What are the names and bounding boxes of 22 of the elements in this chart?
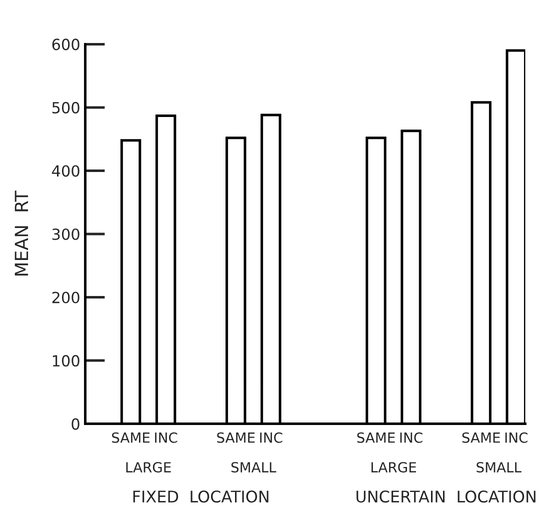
y-tick-label: 0 <box>72 418 80 430</box>
y-tick-label: 300 <box>52 228 80 240</box>
y-tick-label: 100 <box>52 355 80 367</box>
x-tick-label: SAME <box>462 432 500 443</box>
y-tick-label: 600 <box>52 38 80 50</box>
text: FIXED LOCATION <box>133 490 268 503</box>
x-tick-label: INC <box>505 432 528 443</box>
x-tick-label: INC <box>155 432 178 443</box>
text: SMALL <box>476 462 522 473</box>
y-tick-label: 200 <box>52 292 80 304</box>
text: LARGE <box>126 462 171 473</box>
text: SMALL <box>231 462 276 473</box>
x-tick-label: SAME <box>357 432 395 443</box>
text: UNCERTAIN LOCATION <box>356 490 536 503</box>
x-tick-label: INC <box>400 432 422 443</box>
text: LARGE <box>372 462 416 473</box>
y-tick-label: 400 <box>52 165 80 177</box>
x-tick-label: SAME <box>217 432 255 443</box>
x-tick-label: INC <box>260 432 282 443</box>
y-tick-label: 500 <box>52 102 80 114</box>
x-tick-label: SAME <box>112 432 150 443</box>
y-axis-title: MEAN RT <box>14 190 28 276</box>
